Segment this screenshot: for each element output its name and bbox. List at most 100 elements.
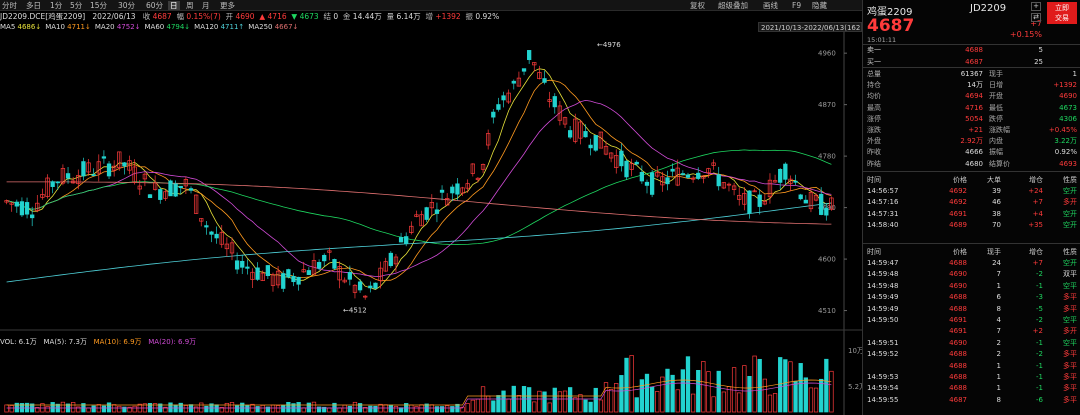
volume-bar	[286, 401, 291, 413]
candle-body	[583, 131, 588, 138]
add-icon[interactable]: +	[1031, 2, 1041, 11]
ma-line-250	[6, 181, 832, 225]
ma-value: 4794↓	[166, 23, 191, 31]
volume-bar	[388, 404, 393, 413]
volume-bar	[742, 365, 747, 413]
candle-body	[71, 180, 76, 184]
trade-now-button[interactable]: 立即 交易	[1047, 2, 1077, 24]
swap-icon[interactable]: ⇄	[1031, 13, 1041, 22]
volume-bar	[373, 405, 378, 413]
ma-value: 4711↓	[67, 23, 91, 31]
toolbar-button-0[interactable]: 复权	[690, 1, 705, 10]
candle-body	[660, 176, 665, 186]
toolbar-button-1[interactable]: 超级叠加	[718, 1, 748, 10]
candle-body	[670, 168, 675, 172]
tick-cell: -1	[1036, 361, 1043, 370]
volume-bar	[808, 387, 814, 413]
ask-label: 卖一	[867, 46, 881, 54]
volume-bar	[711, 396, 716, 413]
volume-bar	[480, 386, 486, 413]
candle-body	[316, 262, 322, 269]
candle-body	[824, 207, 829, 216]
tick-cell: -2	[1036, 270, 1043, 279]
volume-bar	[245, 405, 250, 413]
volume-bar	[593, 387, 598, 413]
period-tab-5[interactable]: 30分	[118, 1, 136, 10]
volume-bar	[516, 395, 522, 413]
volume-bar	[506, 398, 511, 413]
big-order-cell: 14:57:16	[867, 198, 899, 207]
candle-body	[306, 270, 311, 275]
period-tab-7[interactable]: 日	[168, 1, 180, 10]
tick-cell: 4688	[949, 304, 967, 313]
period-tab-0[interactable]: 分时	[2, 1, 17, 10]
volume-bar	[450, 406, 455, 413]
stat-label: 振幅	[989, 148, 1003, 157]
amp-value: 0.92%	[475, 12, 500, 21]
candle-body	[45, 177, 50, 198]
candle-body	[634, 161, 639, 165]
period-tab-6[interactable]: 60分	[146, 1, 164, 10]
candle-body	[173, 183, 178, 197]
period-tab-3[interactable]: 5分	[70, 1, 83, 10]
volume-bar	[60, 401, 66, 413]
candle-body	[711, 162, 716, 166]
volume-bar	[106, 402, 112, 413]
candle-body	[275, 270, 281, 286]
candle-body	[501, 95, 506, 101]
candle-body	[747, 190, 752, 214]
candle-body	[829, 197, 834, 210]
volume-bar	[234, 405, 240, 413]
symbol-label: JD2209.DCE[鸡蛋2209]	[0, 12, 86, 21]
ma-name: MA5	[0, 23, 18, 31]
period-tab-9[interactable]: 月	[202, 1, 210, 10]
volume-bar	[747, 376, 752, 413]
toolbar-button-3[interactable]: F9	[792, 1, 802, 10]
period-tab-8[interactable]: 周	[186, 1, 194, 10]
tick-cell: 多平	[1063, 350, 1077, 359]
candle-body	[158, 189, 163, 200]
tick-cell: 双平	[1063, 270, 1077, 279]
period-tab-1[interactable]: 多日	[26, 1, 41, 10]
big-order-cell: +7	[1032, 198, 1043, 207]
tick-cell: 4691	[949, 327, 967, 336]
volume-bar	[491, 400, 496, 413]
toolbar-button-4[interactable]: 隐藏	[812, 1, 827, 10]
volume-bar	[332, 402, 337, 413]
kline-chart[interactable]: 451046004690478048704960←4976←451210万5.2…	[0, 32, 862, 415]
big-order-header: 增仓	[1029, 176, 1043, 184]
tick-cell: 24	[992, 259, 1001, 267]
candle-body	[772, 180, 778, 183]
candle-body	[644, 181, 650, 186]
candle-body	[30, 214, 35, 219]
candle-body	[91, 174, 96, 176]
tick-cell: -6	[1036, 395, 1043, 404]
big-order-cell: +24	[1028, 187, 1043, 195]
volume-bar	[706, 371, 711, 413]
tick-cell: 7	[996, 327, 1001, 336]
period-tab-10[interactable]: 更多	[220, 1, 235, 10]
volume-bar	[306, 402, 311, 413]
volume-bar	[204, 405, 209, 413]
big-order-cell: +4	[1032, 209, 1043, 218]
candle-body	[24, 202, 30, 215]
big-order-cell: +35	[1028, 221, 1043, 230]
ma-item-ma10: MA10 4711↓	[45, 23, 91, 31]
volume-bar	[532, 401, 537, 413]
date-range-selector[interactable]: 2021/10/13-2022/06/13(162日)	[758, 22, 862, 32]
candle-body	[685, 174, 691, 178]
candle-body	[363, 295, 368, 298]
period-tab-4[interactable]: 15分	[90, 1, 108, 10]
volume-bar	[327, 407, 332, 413]
volume-bar	[337, 407, 342, 413]
toolbar-button-2[interactable]: 画线	[763, 1, 778, 10]
tick-cell: 4687	[949, 395, 967, 404]
candle-body	[50, 181, 55, 187]
contract-name: 鸡蛋2209	[867, 7, 913, 18]
candle-body	[35, 202, 40, 211]
period-tab-2[interactable]: 1分	[50, 1, 63, 10]
big-order-cell: 39	[992, 187, 1001, 195]
candle-body	[757, 194, 762, 207]
volume-label: VOL: 6.1万	[0, 338, 37, 346]
tick-cell: 2	[996, 338, 1001, 347]
